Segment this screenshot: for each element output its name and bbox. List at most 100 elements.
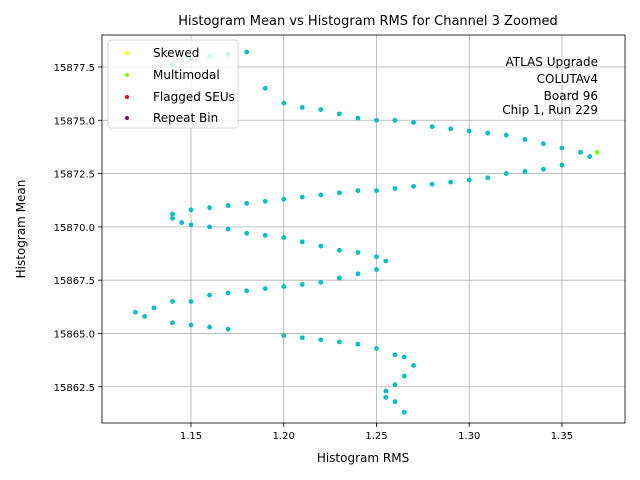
point-data xyxy=(318,192,324,198)
point-data xyxy=(355,341,361,347)
point-data xyxy=(401,409,407,415)
point-data xyxy=(355,188,361,194)
point-data xyxy=(401,354,407,360)
point-data xyxy=(281,196,287,202)
y-tick-label: 15875.0 xyxy=(54,116,95,127)
point-data xyxy=(559,145,565,151)
point-data xyxy=(299,194,305,200)
annotation-line-3: Board 96 xyxy=(544,89,598,103)
point-data xyxy=(207,205,212,211)
point-data xyxy=(170,320,175,326)
point-data xyxy=(485,130,491,136)
legend-label-skewed: Skewed xyxy=(153,46,199,60)
point-data xyxy=(355,115,361,121)
point-data xyxy=(540,166,546,172)
point-data xyxy=(318,243,324,249)
legend-label-flagged-seus: Flagged SEUs xyxy=(153,90,235,104)
point-data xyxy=(299,335,305,341)
point-data xyxy=(225,326,231,332)
grid xyxy=(102,35,625,423)
point-data xyxy=(207,224,212,230)
y-tick-label: 15867.5 xyxy=(54,276,95,287)
legend-marker-repeat-bin xyxy=(125,116,129,120)
x-tick-label: 1.15 xyxy=(180,431,202,442)
point-data xyxy=(466,177,472,183)
point-data xyxy=(392,399,398,405)
point-data xyxy=(188,207,194,213)
point-data xyxy=(522,137,528,142)
point-data xyxy=(207,324,212,330)
x-tick-label: 1.20 xyxy=(273,431,295,442)
point-data xyxy=(355,271,361,277)
annotation-line-1: ATLAS Upgrade xyxy=(505,55,598,69)
point-data xyxy=(411,183,416,189)
point-data xyxy=(401,373,407,379)
point-data xyxy=(383,388,389,394)
point-data xyxy=(262,85,268,91)
point-data xyxy=(179,220,185,226)
point-data xyxy=(374,254,379,260)
point-data xyxy=(559,162,565,168)
point-data xyxy=(578,149,583,155)
point-data xyxy=(225,203,231,208)
point-data xyxy=(374,117,379,123)
x-axis-label: Histogram RMS xyxy=(317,451,409,465)
point-data xyxy=(170,299,175,304)
point-data xyxy=(244,49,250,55)
point-data xyxy=(374,267,379,272)
point-data xyxy=(244,288,250,294)
data-points xyxy=(132,49,600,415)
point-data xyxy=(207,292,212,298)
point-data xyxy=(336,339,342,345)
point-data xyxy=(281,284,287,289)
point-data xyxy=(411,363,416,368)
point-data xyxy=(383,395,389,400)
x-axis: 1.15 1.20 1.25 1.30 1.35 xyxy=(180,423,573,442)
point-data xyxy=(299,282,305,287)
point-data xyxy=(188,222,194,228)
point-data xyxy=(244,201,250,206)
point-data xyxy=(188,322,194,328)
legend-label-multimodal: Multimodal xyxy=(153,68,220,82)
point-data xyxy=(383,258,389,264)
point-data xyxy=(587,154,593,159)
y-axis: 15862.5 15865.0 15867.5 15870.0 15872.5 15875… xyxy=(54,63,102,394)
point-data xyxy=(225,226,231,232)
point-data xyxy=(170,211,175,217)
point-data xyxy=(244,230,250,236)
point-data xyxy=(503,171,509,176)
point-data xyxy=(151,305,157,311)
point-data xyxy=(281,100,287,106)
point-data xyxy=(281,333,287,338)
y-tick-label: 15872.5 xyxy=(54,170,95,181)
x-tick-label: 1.35 xyxy=(551,431,573,442)
point-data xyxy=(448,179,454,185)
point-data xyxy=(142,314,148,319)
x-tick-label: 1.30 xyxy=(458,431,480,442)
point-data xyxy=(392,117,398,123)
legend: Skewed Multimodal Flagged SEUs Repeat Bi… xyxy=(107,39,239,129)
point-data xyxy=(262,286,268,292)
point-data xyxy=(262,232,268,238)
chart-title: Histogram Mean vs Histogram RMS for Chan… xyxy=(178,14,558,29)
point-multimodal xyxy=(594,149,600,155)
point-data xyxy=(374,188,379,194)
point-data xyxy=(318,337,324,343)
point-data xyxy=(485,175,491,181)
point-data xyxy=(299,105,305,110)
y-tick-label: 15877.5 xyxy=(54,63,95,74)
point-data xyxy=(170,215,175,221)
point-data xyxy=(336,190,342,196)
point-data xyxy=(318,107,324,113)
point-data xyxy=(429,181,435,187)
point-data xyxy=(392,382,398,388)
legend-marker-skewed xyxy=(125,51,129,55)
y-tick-label: 15862.5 xyxy=(54,383,95,394)
point-data xyxy=(374,345,379,351)
point-data xyxy=(355,250,361,255)
point-data xyxy=(132,309,138,315)
point-data xyxy=(392,352,398,358)
y-tick-label: 15865.0 xyxy=(54,329,95,340)
